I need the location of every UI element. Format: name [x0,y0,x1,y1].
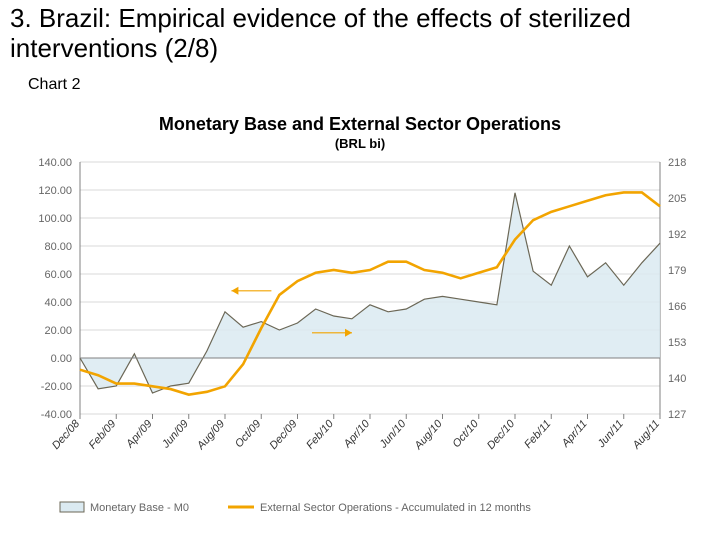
slide-root: 3. Brazil: Empirical evidence of the eff… [0,0,720,540]
y-left-tick: 120.00 [38,185,72,197]
chart-title: Monetary Base and External Sector Operat… [159,114,561,134]
x-tick-label: Aug/11 [630,418,662,452]
legend-label: External Sector Operations - Accumulated… [260,502,531,514]
y-left-tick: 40.00 [44,297,72,309]
chart-number-label: Chart 2 [28,76,80,94]
x-tick-label: Dec/08 [50,417,83,452]
y-left-tick: 100.00 [38,213,72,225]
y-left-tick: 0.00 [51,353,72,365]
y-right-tick: 179 [668,265,686,277]
chart-subtitle: (BRL bi) [335,136,385,151]
x-tick-label: Feb/09 [87,418,119,451]
y-right-tick: 153 [668,337,686,349]
y-right-tick: 166 [668,301,686,313]
chart-container: Monetary Base and External Sector Operat… [10,112,710,532]
x-tick-label: Apr/10 [341,417,373,451]
y-right-tick: 140 [668,373,686,385]
x-tick-label: Jun/09 [159,418,191,451]
y-right-tick: 205 [668,193,686,205]
x-tick-label: Oct/10 [450,417,481,450]
x-tick-label: Apr/09 [123,418,154,451]
x-tick-label: Dec/09 [267,418,299,452]
y-left-tick: 60.00 [44,269,72,281]
y-right-tick: 192 [668,229,686,241]
y-left-tick: -20.00 [41,381,72,393]
slide-title: 3. Brazil: Empirical evidence of the eff… [10,4,710,64]
y-left-tick: 140.00 [38,157,72,169]
chart-svg: Monetary Base and External Sector Operat… [10,112,710,532]
x-tick-label: Feb/11 [522,418,553,451]
area-monetary-base [80,193,660,393]
y-right-tick: 218 [668,157,686,169]
y-left-tick: -40.00 [41,409,72,421]
x-tick-label: Jun/10 [377,417,409,451]
x-tick-label: Aug/09 [194,418,227,453]
y-left-tick: 80.00 [44,241,72,253]
x-tick-label: Jun/11 [595,418,626,451]
x-tick-label: Feb/10 [304,417,336,451]
left-arrow-icon [231,287,238,295]
x-tick-label: Apr/11 [559,418,590,450]
legend-label: Monetary Base - M0 [90,502,189,514]
y-left-tick: 20.00 [44,325,72,337]
x-tick-label: Aug/10 [412,417,446,452]
x-tick-label: Dec/10 [485,417,518,452]
legend-swatch [60,502,84,512]
x-tick-label: Oct/09 [233,418,264,450]
y-right-tick: 127 [668,409,686,421]
